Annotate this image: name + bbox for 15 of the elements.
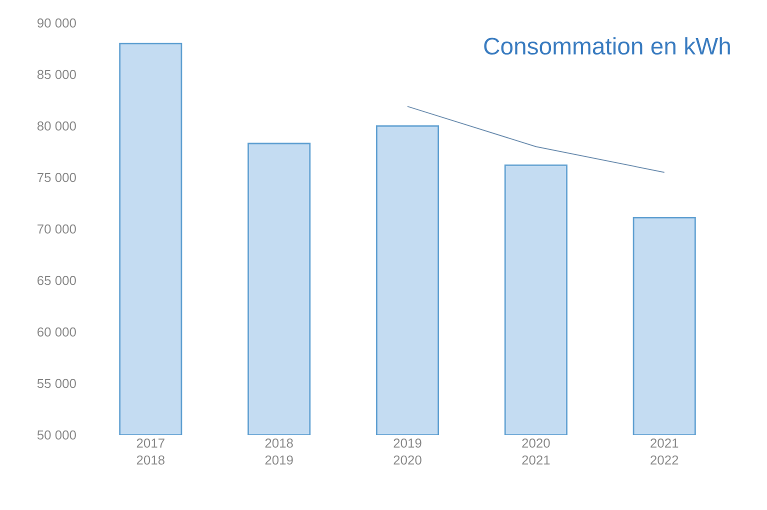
y-tick-label: 90 000 [37,18,76,28]
x-tick-label: 2017 2018 [136,438,164,465]
chart-title: Consommation en kWh [484,37,730,55]
x-tick-label: 2019 2020 [394,438,422,465]
y-tick-label: 55 000 [37,378,76,388]
y-tick-label: 70 000 [38,224,76,234]
x-tick-label: 2018 2019 [265,438,293,465]
y-tick-label: 85 000 [37,70,76,80]
x-tick-label: 2020 2021 [522,438,550,465]
y-tick-label: 50 000 [37,430,76,440]
y-tick-label: 80 000 [37,121,76,131]
y-tick-label: 75 000 [38,172,76,182]
x-tick-label: 2021 2022 [650,438,678,465]
y-tick-label: 65 000 [38,276,76,286]
y-tick-label: 60 000 [38,327,76,337]
